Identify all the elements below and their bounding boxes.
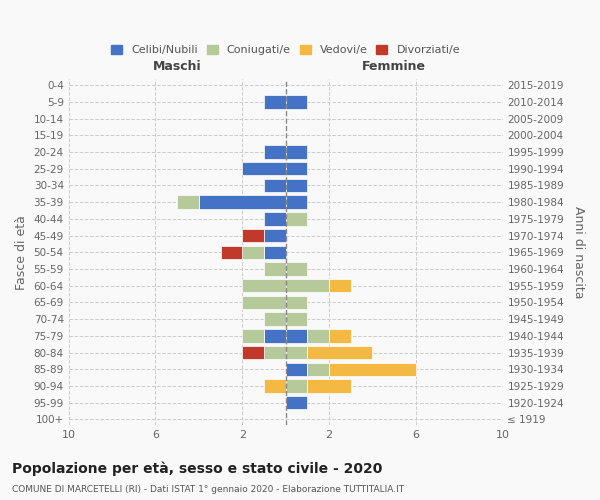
Bar [242,279,286,292]
Y-axis label: Anni di nascita: Anni di nascita [572,206,585,298]
Text: Popolazione per età, sesso e stato civile - 2020: Popolazione per età, sesso e stato civil… [12,461,382,475]
Bar [286,95,307,108]
Bar [286,196,307,209]
Bar [242,246,264,259]
Bar [286,296,307,309]
Bar [264,229,286,242]
Bar [264,212,286,226]
Bar [264,95,286,108]
Bar [264,179,286,192]
Bar [264,262,286,276]
Bar [329,279,350,292]
Bar [286,146,307,158]
Bar [307,380,350,392]
Bar [286,162,307,175]
Bar [264,380,286,392]
Bar [329,329,350,342]
Bar [264,346,286,360]
Bar [242,162,286,175]
Bar [329,362,416,376]
Bar [286,329,307,342]
Text: COMUNE DI MARCETELLI (RI) - Dati ISTAT 1° gennaio 2020 - Elaborazione TUTTITALIA: COMUNE DI MARCETELLI (RI) - Dati ISTAT 1… [12,486,404,494]
Legend: Celibi/Nubili, Coniugati/e, Vedovi/e, Divorziati/e: Celibi/Nubili, Coniugati/e, Vedovi/e, Di… [107,40,464,60]
Bar [286,212,307,226]
Bar [242,329,264,342]
Bar [286,179,307,192]
Bar [242,296,286,309]
Bar [221,246,242,259]
Bar [264,312,286,326]
Bar [307,362,329,376]
Bar [264,246,286,259]
Bar [242,346,264,360]
Bar [286,380,307,392]
Bar [264,329,286,342]
Bar [286,362,307,376]
Bar [199,196,286,209]
Bar [242,229,264,242]
Bar [286,279,329,292]
Bar [307,329,329,342]
Bar [307,346,373,360]
Bar [177,196,199,209]
Text: Femmine: Femmine [362,60,426,74]
Bar [264,146,286,158]
Bar [286,346,307,360]
Text: Maschi: Maschi [153,60,202,74]
Y-axis label: Fasce di età: Fasce di età [15,215,28,290]
Bar [286,396,307,409]
Bar [286,262,307,276]
Bar [286,312,307,326]
